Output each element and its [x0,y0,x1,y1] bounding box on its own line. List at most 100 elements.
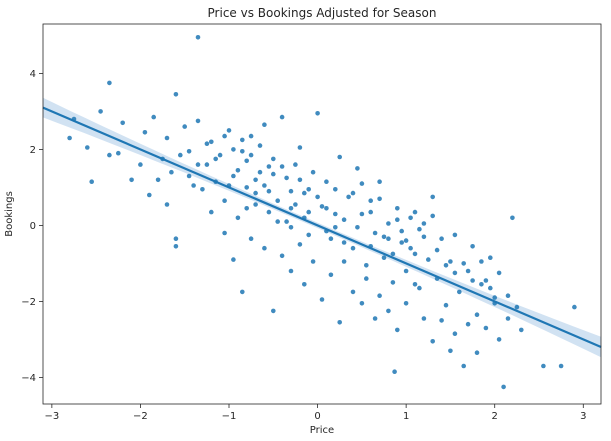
data-point [355,225,360,230]
data-point [474,312,480,318]
data-point [390,251,396,257]
data-point [275,219,281,224]
data-point [443,263,449,268]
data-point [333,225,338,230]
data-point [195,118,201,124]
data-point [142,130,148,135]
data-point [381,255,387,260]
data-point [204,141,210,146]
data-point [293,202,298,207]
data-point [151,114,156,120]
chart-title: Price vs Bookings Adjusted for Season [208,6,437,20]
data-point [421,234,427,240]
plot-frame [42,23,602,405]
data-point [519,327,524,333]
data-point [505,293,511,299]
data-point [319,297,325,302]
data-point [479,282,484,287]
data-point [408,215,413,221]
data-point [178,152,183,158]
data-point [496,337,502,342]
data-point [421,316,427,321]
data-point [443,302,449,308]
data-point [271,308,276,314]
data-point [488,285,493,291]
data-point [417,285,422,291]
data-point [341,217,347,222]
data-point [288,188,294,194]
data-point [116,150,121,156]
data-point [381,234,387,240]
data-point [324,206,329,211]
data-point [293,162,298,167]
x-tick-label: 1 [403,411,409,422]
data-point [392,369,397,375]
data-point [107,80,112,86]
data-point [333,211,338,217]
data-point [186,149,192,154]
data-point [244,185,249,190]
data-point [403,268,409,274]
data-point [377,179,382,184]
data-point [395,327,400,333]
data-point [452,270,458,276]
data-point [262,245,267,251]
data-point [417,226,422,232]
y-tick-label: −4 [21,373,36,384]
y-axis-label: Bookings [4,191,15,237]
data-point [448,259,453,264]
data-point [129,177,134,183]
data-point [430,194,436,200]
y-tick-label: 0 [30,221,36,232]
data-point [195,35,201,40]
x-tick-label: −1 [222,411,237,422]
data-point [310,169,316,175]
data-point [138,162,143,167]
data-point [457,289,462,295]
data-point [386,236,391,241]
data-point [399,228,405,234]
data-point [288,206,294,211]
y-tick-label: −2 [21,297,36,308]
data-point [107,152,112,158]
y-tick-label: 2 [30,145,36,156]
data-point [399,240,405,245]
data-point [372,230,378,236]
data-point [488,255,493,260]
data-point [89,179,94,184]
data-point [271,171,276,177]
data-point [359,301,365,306]
data-point [403,238,409,243]
data-point [279,253,285,259]
data-point [483,325,489,331]
data-point [421,221,427,226]
data-point [173,244,179,249]
data-point [368,198,374,203]
data-point [350,190,356,196]
data-point [257,169,263,175]
data-point [155,177,161,183]
data-point [395,217,400,222]
data-point [173,236,179,241]
data-point [120,120,125,126]
data-point [465,268,471,274]
data-point [98,109,103,114]
data-point [558,363,564,369]
x-tick-label: −3 [44,411,59,422]
data-point [231,173,236,179]
x-axis-label: Price [310,425,334,436]
data-point [297,242,303,247]
data-point [474,350,480,356]
data-point [173,92,179,97]
data-point [324,179,329,184]
data-point [426,257,431,262]
data-point [470,244,475,249]
data-point [248,236,254,241]
data-point [240,137,245,143]
data-point [505,316,511,321]
data-point [266,164,272,169]
data-point [306,209,312,215]
data-point [337,154,343,160]
